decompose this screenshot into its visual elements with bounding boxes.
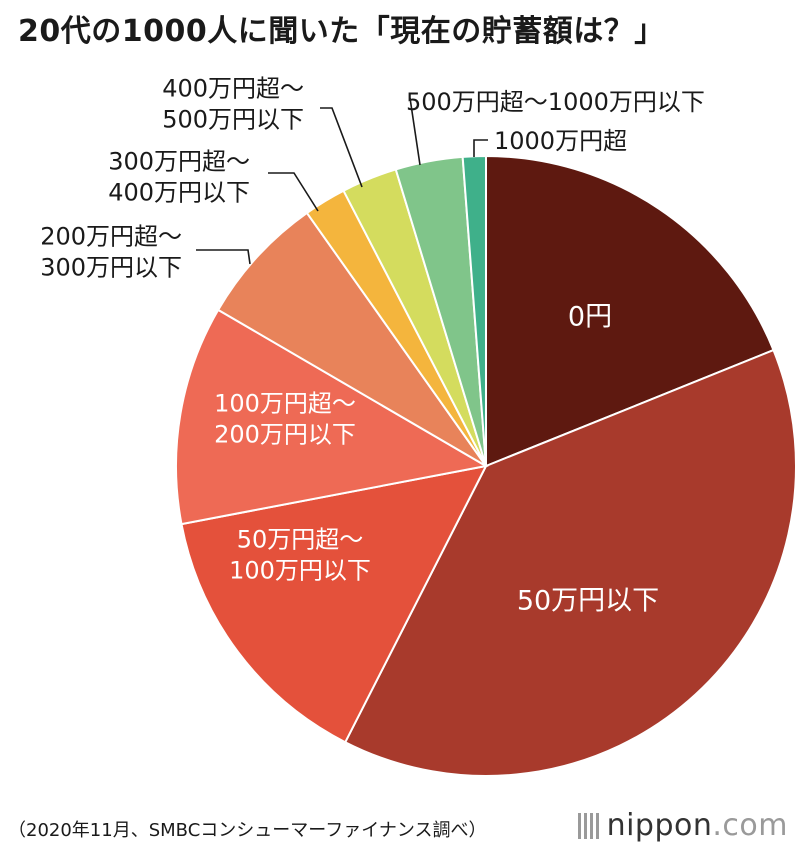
logo-name: nippon xyxy=(606,808,713,843)
leader-line xyxy=(196,249,251,265)
nippon-logo: nippon.com xyxy=(577,808,788,843)
pie-slice xyxy=(343,348,797,777)
source-note: （2020年11月、SMBCコンシューマーファイナンス調べ） xyxy=(8,820,487,841)
slice-label: 50万円超〜 xyxy=(237,525,364,553)
pie-slice xyxy=(485,154,775,468)
slice-label: 500万円以下 xyxy=(162,106,304,134)
slice-label: 100万円以下 xyxy=(229,557,371,585)
logo-mark-icon xyxy=(577,812,599,839)
logo-text: nippon.com xyxy=(607,808,788,843)
slice-label: 100万円超〜 xyxy=(214,389,356,417)
logo-suffix: .com xyxy=(712,808,788,843)
slice-label: 200万円以下 xyxy=(214,421,356,449)
pie-slice xyxy=(180,464,488,744)
slice-label: 200万円超〜 xyxy=(40,222,182,250)
slice-label: 400万円以下 xyxy=(108,179,250,207)
leader-line xyxy=(268,172,319,212)
leader-line xyxy=(409,97,421,166)
pie-slice xyxy=(175,308,489,526)
slice-label: 1000万円超 xyxy=(494,127,627,155)
slice-label: 0円 xyxy=(568,302,612,333)
slice-label: 500万円超〜1000万円以下 xyxy=(406,88,705,116)
slice-label: 300万円以下 xyxy=(40,254,182,282)
leader-line xyxy=(473,139,488,157)
chart-title: 20代の1000人に聞いた「現在の貯蓄額は？」 xyxy=(18,14,665,49)
slice-label: 300万円超〜 xyxy=(108,147,250,175)
slice-label: 50万円以下 xyxy=(517,586,659,617)
leader-line xyxy=(320,107,363,188)
pie-slice xyxy=(216,211,487,467)
slice-label: 400万円超〜 xyxy=(162,74,304,102)
